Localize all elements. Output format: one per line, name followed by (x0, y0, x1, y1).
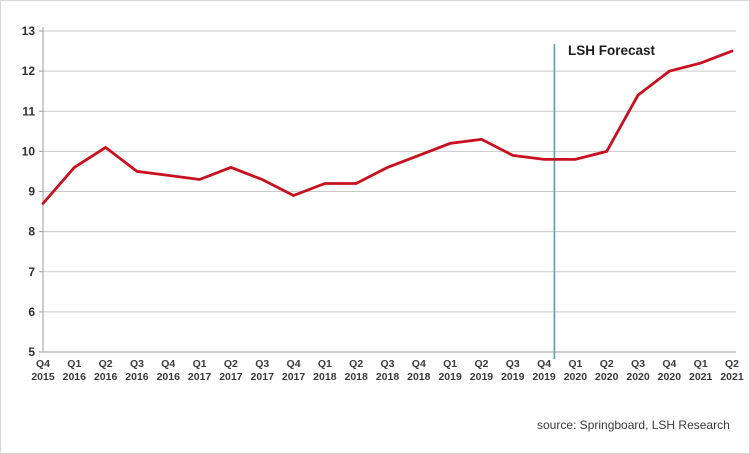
x-axis-label-year: 2017 (219, 371, 243, 383)
x-axis-label-year: 2016 (94, 371, 118, 383)
x-axis-label-quarter: Q2 (99, 358, 113, 370)
y-axis-label: 12 (22, 64, 36, 78)
y-axis-label: 11 (22, 104, 35, 118)
y-axis-label: 10 (22, 144, 36, 158)
x-axis-label-quarter: Q3 (380, 358, 394, 370)
x-axis-label-quarter: Q4 (36, 358, 50, 370)
x-axis-label-quarter: Q1 (443, 358, 457, 370)
x-axis-label-year: 2021 (689, 371, 713, 383)
x-axis-label-quarter: Q2 (600, 358, 614, 370)
x-axis-label-quarter: Q4 (287, 358, 301, 370)
y-axis-label: 9 (28, 185, 35, 199)
x-axis-label-quarter: Q4 (161, 358, 175, 370)
x-axis-label-quarter: Q1 (67, 358, 81, 370)
x-axis-label-quarter: Q4 (537, 358, 551, 370)
x-axis-label-year: 2019 (438, 371, 462, 383)
x-axis-label-year: 2019 (501, 371, 525, 383)
x-axis-label-year: 2016 (63, 371, 87, 383)
y-axis-label: 5 (28, 345, 35, 359)
x-axis-label-quarter: Q4 (412, 358, 426, 370)
y-axis-label: 6 (28, 305, 35, 319)
x-axis-label-quarter: Q1 (694, 358, 708, 370)
x-axis-label-year: 2021 (720, 371, 744, 383)
forecast-label: LSH Forecast (568, 43, 656, 58)
x-axis-label-quarter: Q3 (506, 358, 520, 370)
x-axis-label-quarter: Q2 (725, 358, 739, 370)
x-axis-label-year: 2016 (125, 371, 149, 383)
vacancy-rate-series-line (41, 49, 734, 205)
x-axis-label-year: 2019 (470, 371, 494, 383)
y-axis-label: 8 (28, 225, 35, 239)
x-axis-label-year: 2020 (564, 371, 588, 383)
x-axis-label-year: 2020 (626, 371, 650, 383)
x-axis-label-year: 2020 (658, 371, 682, 383)
x-axis-label-year: 2018 (376, 371, 400, 383)
x-axis-label-quarter: Q3 (255, 358, 269, 370)
y-axis-label: 7 (28, 265, 35, 279)
x-axis-label-year: 2020 (595, 371, 619, 383)
x-axis-label-quarter: Q3 (631, 358, 645, 370)
x-axis-label-year: 2017 (188, 371, 212, 383)
source-note: source: Springboard, LSH Research (537, 418, 730, 432)
y-axis-label: 13 (22, 24, 36, 38)
x-axis-label-year: 2019 (532, 371, 556, 383)
x-axis-label-quarter: Q2 (224, 358, 238, 370)
x-axis-label-year: 2018 (345, 371, 369, 383)
x-axis-label-quarter: Q1 (318, 358, 332, 370)
x-axis-label-year: 2015 (31, 371, 55, 383)
x-axis-label-year: 2016 (157, 371, 181, 383)
x-axis-label-quarter: Q4 (662, 358, 676, 370)
x-axis-label-quarter: Q1 (568, 358, 582, 370)
x-axis-label-year: 2018 (407, 371, 431, 383)
x-axis-label-quarter: Q2 (474, 358, 488, 370)
x-axis-label-quarter: Q2 (349, 358, 363, 370)
x-axis-label-year: 2017 (251, 371, 275, 383)
x-axis-label-quarter: Q1 (193, 358, 207, 370)
x-axis-label-year: 2017 (282, 371, 306, 383)
x-axis-label-quarter: Q3 (130, 358, 144, 370)
x-axis-label-year: 2018 (313, 371, 337, 383)
